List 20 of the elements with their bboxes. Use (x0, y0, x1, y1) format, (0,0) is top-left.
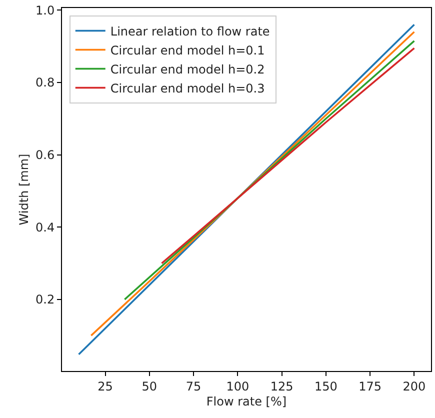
legend-label: Linear relation to flow rate (110, 24, 270, 38)
y-tick-label: 1.0 (36, 3, 55, 18)
x-tick-label: 50 (142, 379, 158, 394)
x-tick-label: 200 (402, 379, 426, 394)
y-tick-label: 0.4 (36, 220, 55, 234)
x-tick-label: 150 (314, 379, 338, 394)
legend-label: Circular end model h=0.2 (110, 62, 265, 76)
y-tick-label: 0.2 (36, 292, 55, 307)
x-tick-label: 25 (98, 379, 113, 394)
x-axis-title: Flow rate [%] (206, 394, 287, 408)
y-axis-title: Width [mm] (16, 154, 31, 226)
y-tick-label: 0.8 (36, 76, 55, 90)
x-tick-label: 75 (186, 379, 202, 394)
line-series (160, 47, 416, 264)
legend-label: Circular end model h=0.1 (110, 43, 265, 58)
x-tick-label: 125 (270, 379, 294, 394)
x-tick-label: 100 (226, 379, 250, 394)
x-tick-label: 175 (358, 379, 382, 394)
legend-label: Circular end model h=0.3 (110, 81, 265, 96)
y-tick-label: 0.6 (36, 148, 55, 162)
